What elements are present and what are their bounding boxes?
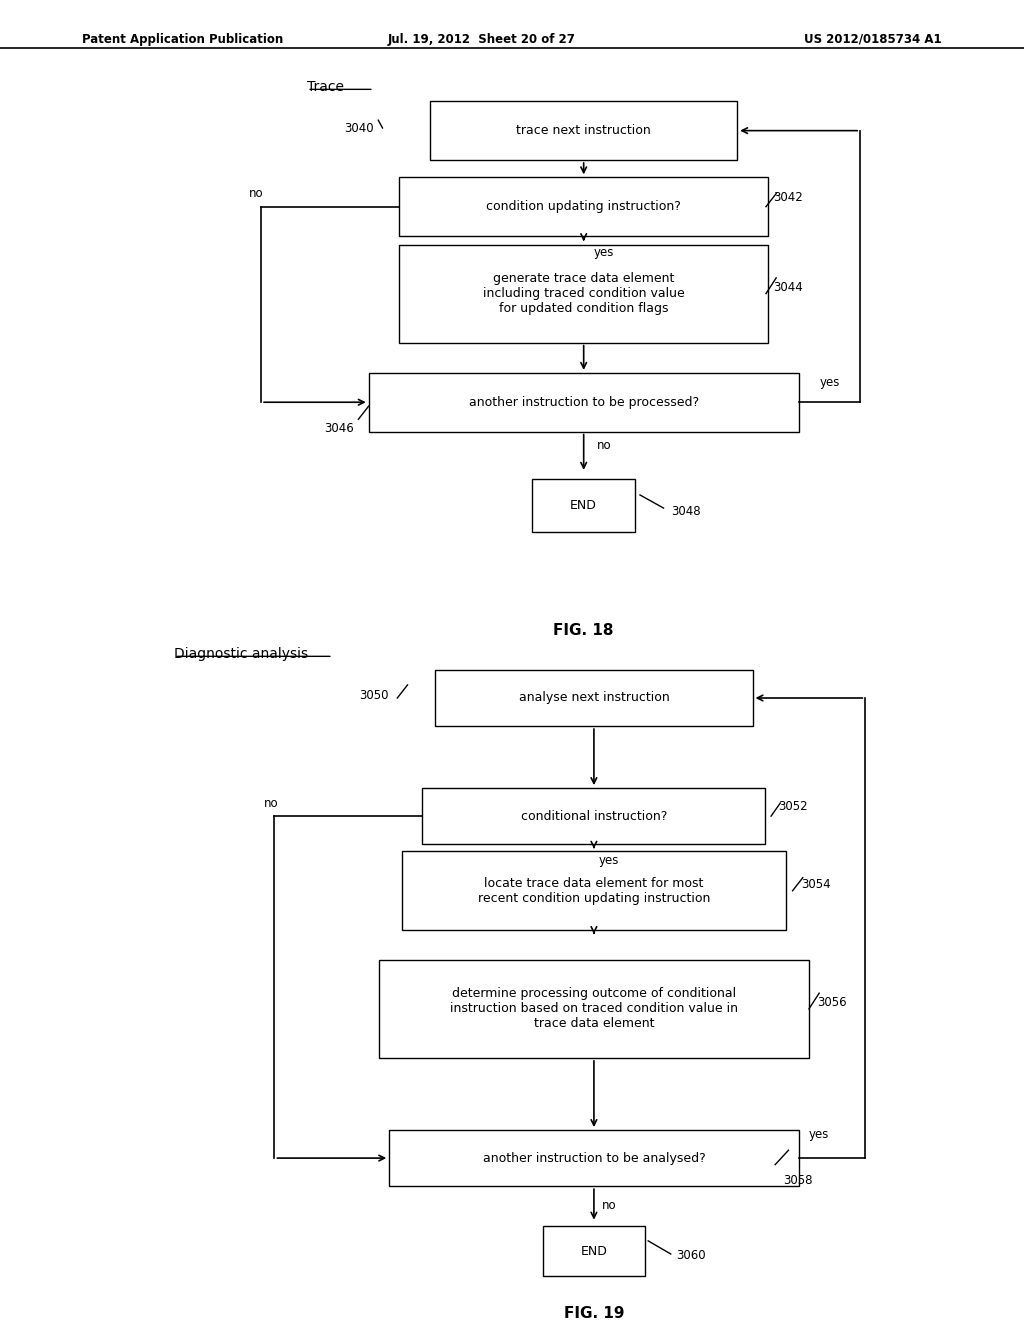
Text: Patent Application Publication: Patent Application Publication (82, 33, 284, 46)
Text: END: END (570, 499, 597, 512)
Text: US 2012/0185734 A1: US 2012/0185734 A1 (805, 33, 942, 46)
Text: yes: yes (599, 854, 620, 867)
FancyBboxPatch shape (399, 244, 768, 343)
FancyBboxPatch shape (379, 960, 809, 1057)
Text: no: no (264, 796, 279, 809)
Text: trace next instruction: trace next instruction (516, 124, 651, 137)
Text: no: no (249, 187, 263, 201)
FancyBboxPatch shape (389, 1130, 799, 1187)
FancyBboxPatch shape (543, 1226, 645, 1276)
Text: locate trace data element for most
recent condition updating instruction: locate trace data element for most recen… (478, 876, 710, 904)
Text: FIG. 18: FIG. 18 (553, 623, 614, 638)
FancyBboxPatch shape (435, 669, 753, 726)
Text: no: no (602, 1199, 616, 1212)
Text: yes: yes (594, 247, 614, 260)
FancyBboxPatch shape (399, 177, 768, 236)
Text: 3060: 3060 (676, 1249, 706, 1262)
Text: END: END (581, 1245, 607, 1258)
Text: condition updating instruction?: condition updating instruction? (486, 201, 681, 214)
Text: another instruction to be processed?: another instruction to be processed? (469, 396, 698, 409)
Text: determine processing outcome of conditional
instruction based on traced conditio: determine processing outcome of conditio… (450, 987, 738, 1031)
Text: 3056: 3056 (817, 995, 847, 1008)
Text: Trace: Trace (307, 81, 344, 94)
Text: yes: yes (809, 1129, 829, 1140)
Text: Jul. 19, 2012  Sheet 20 of 27: Jul. 19, 2012 Sheet 20 of 27 (387, 33, 575, 46)
Text: yes: yes (819, 376, 840, 389)
FancyBboxPatch shape (369, 372, 799, 432)
Text: Diagnostic analysis: Diagnostic analysis (174, 648, 308, 661)
Text: analyse next instruction: analyse next instruction (518, 692, 670, 705)
Text: 3054: 3054 (801, 878, 830, 891)
Text: 3052: 3052 (778, 800, 808, 813)
Text: conditional instruction?: conditional instruction? (521, 809, 667, 822)
Text: 3058: 3058 (783, 1173, 813, 1187)
Text: 3046: 3046 (325, 422, 354, 434)
Text: 3048: 3048 (671, 506, 700, 519)
Text: 3040: 3040 (344, 121, 374, 135)
Text: 3044: 3044 (773, 281, 803, 293)
Text: 3050: 3050 (359, 689, 389, 702)
Text: another instruction to be analysed?: another instruction to be analysed? (482, 1151, 706, 1164)
Text: 3042: 3042 (773, 191, 803, 205)
Text: generate trace data element
including traced condition value
for updated conditi: generate trace data element including tr… (482, 272, 685, 315)
FancyBboxPatch shape (430, 102, 737, 160)
Text: FIG. 19: FIG. 19 (563, 1305, 625, 1320)
Text: no: no (597, 440, 611, 453)
FancyBboxPatch shape (422, 788, 766, 845)
FancyBboxPatch shape (401, 851, 786, 931)
FancyBboxPatch shape (532, 479, 635, 532)
